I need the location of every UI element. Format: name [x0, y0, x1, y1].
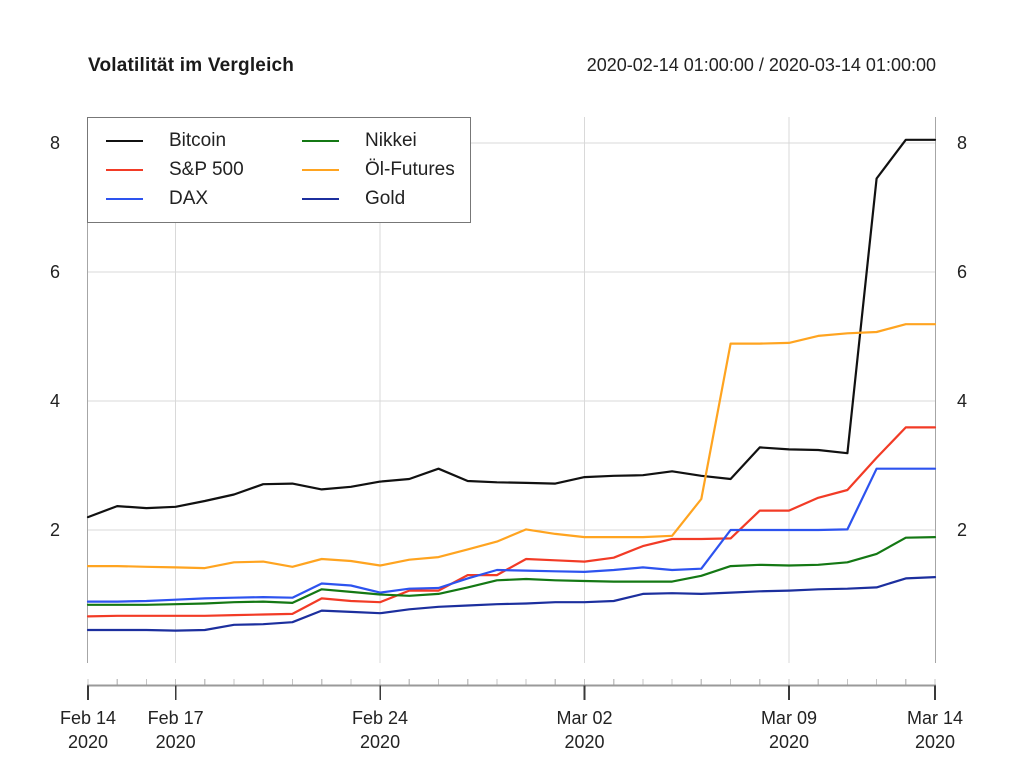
legend-label--l-futures: Öl-Futures	[365, 158, 455, 180]
x-tick-label: Feb 17	[148, 708, 204, 728]
x-tick-label-year: 2020	[156, 732, 196, 752]
legend-swatch-s-p-500	[106, 168, 143, 171]
legend-swatch-bitcoin	[106, 140, 143, 143]
x-tick-label-year: 2020	[769, 732, 809, 752]
legend-item-s-p-500: S&P 500	[106, 156, 302, 185]
x-tick-label: Mar 09	[761, 708, 817, 728]
chart-title: Volatilität im Vergleich	[88, 55, 295, 76]
legend-label-bitcoin: Bitcoin	[169, 130, 227, 152]
x-tick-label-year: 2020	[564, 732, 604, 752]
x-tick-label: Feb 24	[352, 708, 408, 728]
legend-swatch--l-futures	[302, 168, 339, 171]
x-axis	[87, 679, 936, 700]
legend-label-nikkei: Nikkei	[365, 130, 417, 152]
legend-item-dax: DAX	[106, 184, 302, 213]
legend-label-gold: Gold	[365, 187, 406, 209]
series-line-bitcoin	[86, 138, 937, 519]
y-tick-label-right: 8	[957, 133, 967, 153]
legend-label-s-p-500: S&P 500	[169, 158, 244, 180]
chart-legend: Bitcoin S&P 500 DAX Nikkei Öl-Futures Gold	[87, 117, 471, 223]
x-tick-labels: Feb 14 2020 Feb 17 2020 Feb 24 2020 Mar 02 2020…	[60, 708, 963, 752]
x-tick-label-year: 2020	[915, 732, 955, 752]
legend-item-gold: Gold	[302, 184, 498, 213]
y-tick-label-left: 4	[50, 391, 60, 411]
y-tick-label-left: 2	[50, 520, 60, 540]
x-tick-label: Feb 14	[60, 708, 116, 728]
x-tick-label: Mar 02	[557, 708, 613, 728]
series-line--l-futures	[86, 323, 937, 570]
legend-swatch-dax	[106, 197, 143, 200]
x-tick-label-year: 2020	[360, 732, 400, 752]
legend-label-dax: DAX	[169, 187, 209, 209]
x-tick-label: Mar 14	[907, 708, 963, 728]
legend-item-nikkei: Nikkei	[302, 127, 498, 156]
legend-swatch-nikkei	[302, 140, 339, 143]
legend-item--l-futures: Öl-Futures	[302, 156, 498, 185]
series-line-nikkei	[86, 535, 937, 606]
legend-swatch-gold	[302, 197, 339, 200]
y-tick-label-right: 2	[957, 520, 967, 540]
series-line-s-p-500	[86, 426, 937, 618]
y-tick-labels: 2 2 4 4 6 6 8 8	[50, 133, 967, 540]
x-tick-label-year: 2020	[68, 732, 108, 752]
y-tick-label-right: 4	[957, 391, 967, 411]
y-tick-label-right: 6	[957, 262, 967, 282]
legend-item-bitcoin: Bitcoin	[106, 127, 302, 156]
y-tick-label-left: 8	[50, 133, 60, 153]
date-range-label: 2020-02-14 01:00:00 / 2020-03-14 01:00:0…	[586, 55, 936, 75]
y-tick-label-left: 6	[50, 262, 60, 282]
series-line-gold	[86, 575, 937, 632]
series-line-dax	[86, 467, 937, 603]
series-lines	[86, 138, 937, 632]
chart-header: Volatilität im Vergleich 2020-02-14 01:0…	[88, 55, 936, 77]
